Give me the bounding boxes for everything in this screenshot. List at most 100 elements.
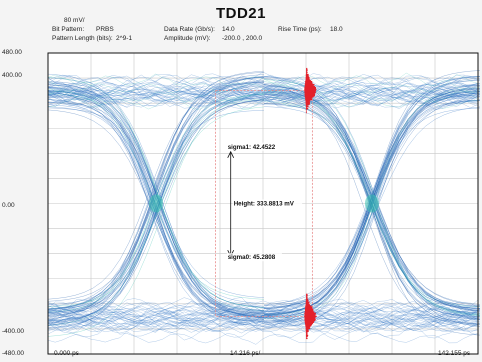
eye-trace: [47, 305, 479, 319]
x-tick-label: 14.216 ps/: [230, 350, 261, 357]
eye-trace: [47, 90, 479, 103]
eye-trace: [48, 302, 479, 314]
eye-trace: [47, 94, 479, 109]
x-tick-label: 0.000 ps: [54, 350, 79, 357]
eye-trace: [47, 93, 479, 107]
eye-trace: [47, 94, 479, 108]
eye-trace: [263, 96, 481, 324]
eye-trace: [263, 94, 481, 325]
y-tick-label: 480.00: [2, 49, 22, 56]
eye-trace: [47, 308, 479, 321]
y-tick-label: -400.00: [2, 328, 25, 335]
eye-trace: [47, 81, 479, 95]
eye-trace: [47, 96, 479, 109]
eye-trace: [47, 74, 479, 87]
eye-trace: [47, 320, 479, 334]
sigma-top-label-bg: [226, 142, 282, 151]
eye-trace: [47, 88, 479, 102]
eye-trace: [263, 79, 481, 317]
eye-trace: [47, 99, 265, 325]
eye-trace: [47, 316, 479, 328]
eye-trace: [263, 76, 481, 323]
eye-trace: [47, 317, 479, 330]
eye-trace: [47, 90, 479, 104]
eye-trace: [47, 82, 479, 94]
eye-trace: [47, 83, 479, 97]
eye-trace: [47, 83, 479, 97]
eye-trace: [47, 72, 479, 87]
eye-trace: [47, 321, 479, 335]
eye-trace: [47, 85, 479, 98]
eye-trace: [47, 94, 479, 107]
eye-trace: [47, 91, 479, 105]
eye-trace: [47, 88, 479, 103]
eye-trace: [47, 81, 479, 94]
bit-pattern-label: Bit Pattern:: [52, 26, 85, 33]
y-tick-label: -480.00: [2, 350, 25, 357]
amplitude-label: Amplitude (mV):: [164, 35, 211, 42]
eye-trace: [47, 74, 265, 320]
eye-trace: [47, 76, 479, 88]
eye-trace: [47, 308, 479, 322]
eye-trace: [47, 302, 479, 315]
eye-trace: [47, 86, 265, 304]
eye-trace: [47, 326, 479, 341]
pattern-length-label: Pattern Length (bits):: [52, 35, 113, 42]
eye-trace: [47, 319, 479, 333]
eye-trace: [47, 309, 479, 322]
eye-trace: [47, 74, 479, 88]
eye-trace: [47, 312, 479, 325]
y-tick-label: 400.00: [2, 72, 22, 79]
sigma-top-label: sigma1: 42.4522: [228, 144, 276, 151]
data-rate-value: 14.0: [222, 26, 235, 33]
x-tick-label: 142.155 ps: [438, 350, 471, 357]
chart-title: TDD21: [215, 5, 266, 22]
data-rate-label: Data Rate (Gb/s):: [164, 26, 215, 33]
eye-trace: [47, 84, 479, 97]
eye-trace: [47, 98, 479, 110]
eye-trace: [47, 82, 265, 300]
eye-trace: [47, 310, 479, 324]
rise-time-label: Rise Time (ps):: [278, 26, 322, 33]
eye-trace: [263, 95, 481, 315]
eye-trace: [263, 83, 481, 314]
eye-trace: [263, 91, 481, 329]
eye-trace: [47, 72, 265, 315]
eye-trace: [47, 106, 265, 321]
eye-trace: [47, 317, 479, 331]
eye-trace: [47, 320, 479, 333]
eye-trace: [47, 90, 479, 105]
eye-trace: [47, 313, 479, 325]
eye-trace: [47, 80, 265, 318]
eye-trace: [47, 82, 265, 320]
height-label: Height: 333.8813 mV: [234, 201, 295, 208]
eye-trace: [47, 300, 479, 315]
mask-box: [215, 90, 313, 317]
plot-frame: [47, 52, 479, 355]
eye-trace: [47, 89, 265, 314]
height-label-bg: [232, 199, 303, 208]
rise-time-value: 18.0: [330, 26, 343, 33]
eye-trace: [47, 309, 479, 322]
eye-trace: [47, 301, 479, 315]
eye-trace: [47, 106, 265, 326]
eye-trace: [47, 90, 265, 323]
amplitude-value: -200.0 , 200.0: [222, 35, 263, 42]
vertical-scale: 80 mV/: [64, 17, 85, 24]
eye-trace: [47, 88, 479, 101]
eye-trace: [47, 76, 265, 310]
eye-trace: [47, 318, 479, 331]
eye-trace: [47, 87, 479, 100]
eye-trace: [47, 84, 479, 97]
eye-trace: [47, 311, 479, 325]
bit-pattern-value: PRBS: [96, 26, 114, 33]
eye-trace: [47, 300, 479, 313]
eye-trace: [47, 91, 265, 318]
eye-trace: [47, 97, 479, 110]
eye-trace: [47, 85, 479, 99]
y-tick-label: 0.00: [2, 202, 15, 209]
crossing-point: [364, 194, 379, 213]
eye-trace: [47, 82, 479, 94]
